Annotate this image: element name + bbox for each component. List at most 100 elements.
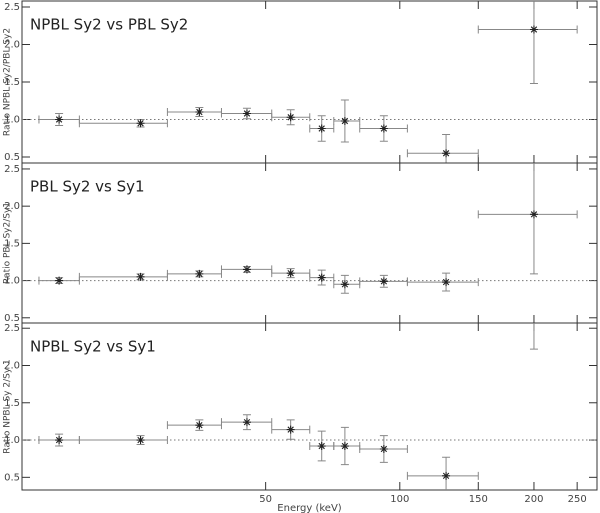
y-error-cap [286,419,295,440]
x-error-cap [477,210,578,219]
plot-area [22,1,597,163]
x-tick-label: 250 [568,494,587,505]
x-error-cap [477,25,578,34]
data-point [195,421,204,430]
x-error-cap [406,471,479,480]
y-error-cap [529,273,538,275]
y-error-cap [379,435,388,463]
y-error-cap [286,109,295,126]
y-tick-label: 1.0 [4,435,20,446]
x-error-cap [220,418,273,427]
y-error-cap [317,115,326,142]
x-error-cap [78,119,168,128]
data-point [340,442,349,451]
data-point [242,109,251,118]
data-point [136,119,145,128]
x-tick-label: 200 [524,494,543,505]
x-error-cap [359,124,408,133]
x-tick-label: 50 [259,494,272,505]
data-point [379,444,388,453]
y-error-cap [195,419,204,431]
y-error-cap [340,274,349,294]
data-point [442,278,451,287]
y-error-cap [242,414,251,431]
plot-area [22,163,597,294]
data-point [529,25,538,34]
data-point [242,265,251,274]
y-tick-label: 1.0 [4,115,20,126]
y-tick-label: 0.5 [4,152,20,163]
y-tick-label: 2.5 [4,164,20,175]
y-tick-label: 2.5 [4,2,20,13]
y-axis-label: Ratio NPBL Sy 2/Sy 1 [3,359,13,453]
plot-area [22,287,597,490]
y-tick-label: 1.5 [4,398,20,409]
data-point [55,115,64,124]
panel-title: NPBL Sy2 vs PBL Sy2 [30,16,188,34]
data-point [379,277,388,286]
y-error-cap [442,272,451,292]
data-point [195,269,204,278]
y-error-cap [195,107,204,117]
y-error-cap [529,83,538,84]
y-error-cap [286,268,295,279]
data-point [55,436,64,445]
data-point [442,149,451,158]
y-error-cap [442,456,451,458]
data-point [242,418,251,427]
data-point [136,272,145,281]
y-error-cap [379,274,388,288]
data-point [317,442,326,451]
y-tick-label: 1.0 [4,276,20,287]
y-error-cap [242,107,251,120]
x-tick-label: 100 [390,494,409,505]
y-error-cap [340,426,349,466]
y-error-cap [340,99,349,143]
data-point [55,276,64,285]
x-error-cap [271,113,311,122]
panel-title: NPBL Sy2 vs Sy1 [30,338,156,356]
y-error-cap [55,433,64,447]
data-point [442,471,451,480]
y-error-cap [136,435,145,446]
x-error-cap [406,278,479,287]
x-error-cap [406,149,479,158]
x-tick-label: 150 [469,494,488,505]
data-point [379,124,388,133]
x-axis-label: Energy (keV) [277,503,342,513]
y-error-cap [529,348,538,350]
panel-frame [21,322,598,491]
data-point [317,124,326,133]
y-tick-label: 0.5 [4,313,20,324]
y-tick-label: 1.5 [4,77,20,88]
y-tick-label: 2.0 [4,40,20,51]
data-point [195,108,204,116]
data-point [286,425,295,434]
data-point [286,269,295,278]
x-error-cap [78,436,168,445]
y-error-cap [379,115,388,142]
x-error-cap [309,273,335,282]
x-error-cap [478,287,577,295]
x-error-cap [271,425,311,434]
data-point [286,113,295,122]
y-tick-label: 2.0 [4,201,20,212]
y-tick-label: 2.0 [4,360,20,371]
data-point [340,280,349,289]
data-point [136,436,145,445]
data-point [529,210,538,219]
y-error-cap [317,430,326,462]
data-point [317,273,326,282]
x-error-cap [309,124,335,133]
data-point [340,117,349,125]
y-axis-label: Ratio NPBL Sy2/PBL Sy2 [3,28,13,136]
y-tick-label: 0.5 [4,472,20,483]
y-error-cap [442,134,451,135]
y-tick-label: 2.5 [4,323,20,334]
y-error-cap [317,269,326,286]
y-error-cap [55,113,64,126]
panel-title: PBL Sy2 vs Sy1 [30,178,145,196]
data-point [530,287,538,295]
x-error-cap [333,117,361,125]
